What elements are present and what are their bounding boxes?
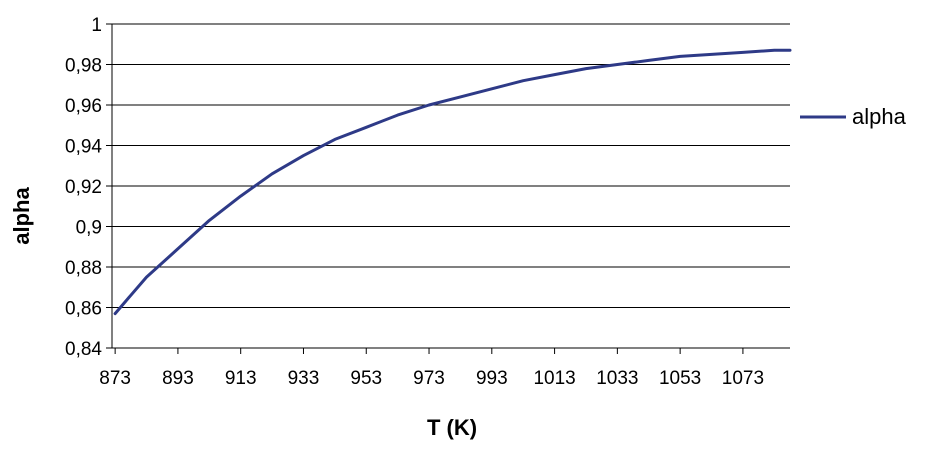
axes (106, 23, 790, 354)
y-tick-label-4: 0,92 (65, 177, 102, 198)
x-tick-label-4: 953 (350, 368, 382, 389)
x-tick-label-3: 933 (288, 368, 320, 389)
x-tick-label-10: 1073 (722, 368, 764, 389)
y-tick-label-1: 0,86 (65, 299, 102, 320)
series-lines (113, 48, 792, 316)
legend-label-alpha: alpha (852, 104, 907, 129)
y-tick-label-6: 0,96 (65, 96, 102, 117)
x-tick-label-0: 873 (99, 368, 131, 389)
gridlines (112, 23, 790, 308)
series-line-alpha (113, 48, 792, 316)
y-tick-label-2: 0,88 (65, 258, 102, 279)
tick-labels: 0,84 0,86 0,88 0,9 0,92 0,94 0,96 0,98 1 873 893 91… (65, 15, 764, 389)
y-tick-label-3: 0,9 (76, 218, 102, 239)
legend: alpha (800, 104, 907, 129)
y-tick-label-8: 1 (91, 15, 102, 36)
x-axis-title: T (K) (427, 415, 477, 440)
y-tick-label-5: 0,94 (65, 137, 102, 158)
y-tick-label-0: 0,84 (65, 339, 102, 360)
x-tick-label-2: 913 (225, 368, 257, 389)
x-tick-label-9: 1053 (659, 368, 701, 389)
y-axis-title: alpha (9, 187, 34, 245)
y-tick-label-7: 0,98 (65, 56, 102, 77)
x-tick-label-5: 973 (413, 368, 445, 389)
x-tick-label-1: 893 (162, 368, 194, 389)
x-tick-label-6: 993 (476, 368, 508, 389)
x-tick-label-8: 1033 (596, 368, 638, 389)
x-tick-label-7: 1013 (533, 368, 575, 389)
